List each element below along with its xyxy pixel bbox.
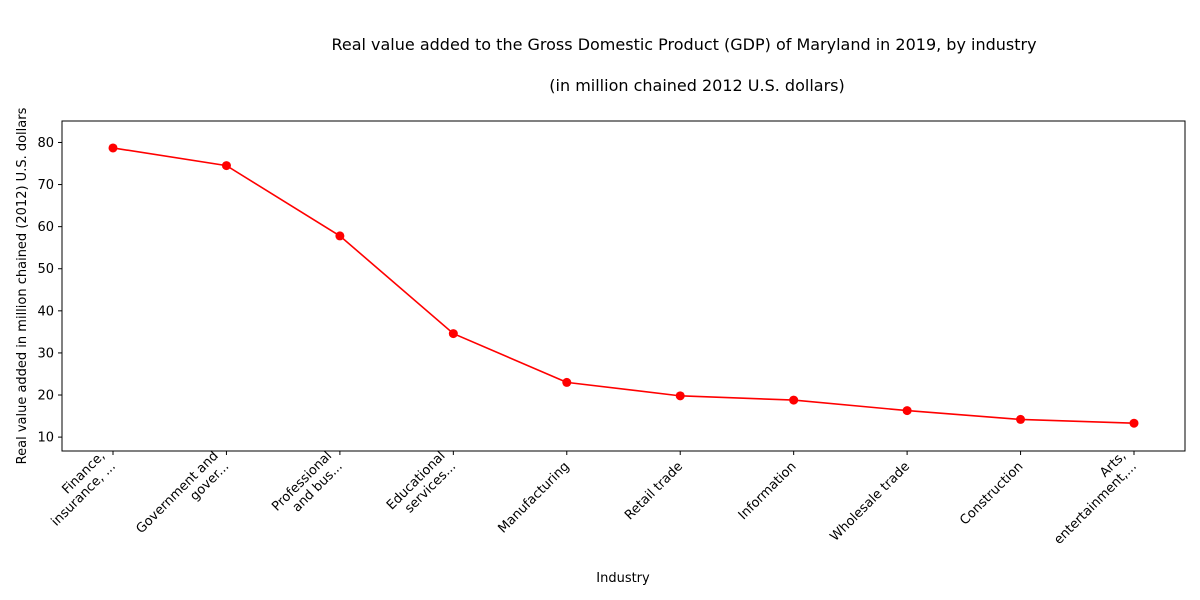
x-tick-label: Professionaland bus...	[269, 449, 345, 525]
data-point	[1129, 418, 1139, 428]
data-point	[1016, 414, 1026, 424]
plot-frame	[61, 120, 1186, 452]
y-tick-label: 30	[37, 346, 54, 361]
y-tick-label: 70	[37, 178, 54, 193]
data-point	[902, 406, 912, 416]
chart-subtitle: (in million chained 2012 U.S. dollars)	[549, 76, 844, 95]
x-tick-label-line: Manufacturing	[495, 459, 572, 536]
data-point	[448, 329, 458, 339]
data-point	[789, 395, 799, 405]
data-point	[675, 391, 685, 401]
x-tick-label: Finance,insurance, ...	[38, 449, 119, 530]
y-tick-label: 20	[37, 389, 54, 404]
data-point	[335, 231, 345, 241]
x-tick-label: Information	[736, 459, 800, 523]
series-line	[112, 147, 1135, 425]
x-tick-label: Manufacturing	[495, 459, 572, 536]
x-tick-label-line: Retail trade	[622, 459, 686, 523]
x-tick-label: Government andgover...	[134, 449, 233, 548]
x-tick-label: Construction	[957, 459, 1026, 528]
x-tick-label: Wholesale trade	[828, 459, 913, 544]
y-tick-label: 40	[37, 304, 54, 319]
data-point	[108, 143, 118, 153]
x-tick-label-line: Construction	[957, 459, 1026, 528]
y-tick-label: 10	[37, 431, 54, 446]
x-tick-label: Retail trade	[622, 459, 686, 523]
chart-title: Real value added to the Gross Domestic P…	[331, 35, 1036, 54]
data-point	[562, 377, 572, 387]
y-tick-label: 60	[37, 220, 54, 235]
y-tick-label: 50	[37, 262, 54, 277]
x-axis-label: Industry	[596, 571, 650, 586]
x-tick-label-line: entertainment,...	[1051, 459, 1139, 547]
y-tick-label: 80	[37, 136, 54, 151]
y-axis-label: Real value added in million chained (201…	[15, 107, 30, 464]
data-point	[221, 161, 231, 171]
x-tick-label: Educationalservices...	[384, 449, 459, 524]
x-tick-label: Arts,entertainment,...	[1041, 449, 1140, 548]
x-tick-label-line: Wholesale trade	[828, 459, 913, 544]
x-tick-label-line: Information	[736, 459, 800, 523]
plot-area: 10 20 30 40 50 60 70 80 Finance,insurance, ... Go…	[37, 136, 1139, 548]
